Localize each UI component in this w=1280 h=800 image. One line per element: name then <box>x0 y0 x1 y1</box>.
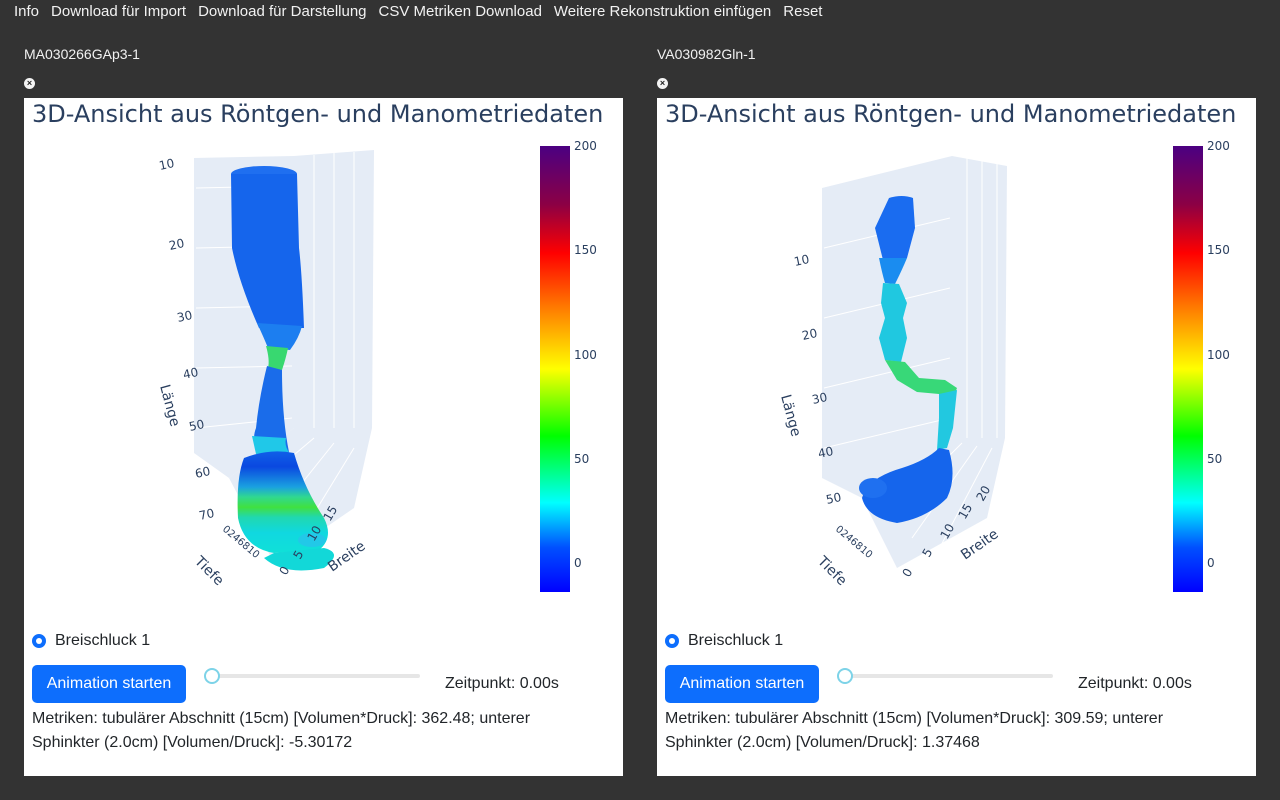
z-axis-title: Länge <box>777 393 804 438</box>
reconstruction-surface <box>231 166 334 571</box>
wall-back-right <box>952 156 1007 438</box>
menu-bar: Info Download für Import Download für Da… <box>0 0 828 22</box>
colorbar-tick: 100 <box>1207 348 1230 362</box>
y-axis-title: Tiefe <box>813 553 849 589</box>
colorbar-tick: 200 <box>1207 139 1230 153</box>
time-label: Zeitpunkt: 0.00s <box>1078 675 1192 692</box>
z-tick: 60 <box>194 464 212 481</box>
z-tick: 20 <box>168 236 186 253</box>
slider-handle[interactable] <box>204 668 220 684</box>
reconstruction-surface <box>859 196 957 523</box>
time-slider[interactable] <box>837 668 1053 684</box>
slider-handle[interactable] <box>837 668 853 684</box>
z-tick: 30 <box>176 308 194 325</box>
plot-title: 3D-Ansicht aus Röntgen- und Manometrieda… <box>32 100 604 128</box>
z-tick: 40 <box>182 365 200 382</box>
x-tick: 15 <box>955 501 975 521</box>
start-animation-button[interactable]: Animation starten <box>32 665 186 703</box>
colorbar-tick: 0 <box>574 556 582 570</box>
plot-card: 10 20 30 40 50 0 5 10 15 20 0246810 Läng… <box>657 98 1256 776</box>
menu-info[interactable]: Info <box>14 3 40 20</box>
colorbar-ticks: 200 150 100 50 0 <box>1207 139 1230 570</box>
radio-button[interactable] <box>32 634 46 648</box>
colorbar-ticks: 200 150 100 50 0 <box>574 139 597 570</box>
plot-card: 10 20 30 40 50 60 70 0 5 10 15 0246810 L… <box>24 98 623 776</box>
radio-label: Breischluck 1 <box>55 632 151 649</box>
z-tick: 10 <box>793 252 811 269</box>
z-tick: 40 <box>817 444 835 461</box>
z-axis-title: Länge <box>156 383 183 428</box>
slider-track <box>204 674 420 678</box>
colorbar-tick: 100 <box>574 348 597 362</box>
menu-reset[interactable]: Reset <box>783 3 823 20</box>
x-axis-title: Breite <box>325 538 368 575</box>
colorbar <box>540 146 570 592</box>
time-slider[interactable] <box>204 668 420 684</box>
3d-plot[interactable]: 10 20 30 40 50 60 70 0 5 10 15 0246810 L… <box>24 98 623 618</box>
radio-option[interactable]: Breischluck 1 <box>665 632 783 650</box>
close-icon[interactable]: × <box>657 78 668 89</box>
menu-download-display[interactable]: Download für Darstellung <box>198 3 367 20</box>
3d-plot[interactable]: 10 20 30 40 50 0 5 10 15 20 0246810 Läng… <box>657 98 1256 618</box>
z-tick: 10 <box>158 156 176 173</box>
y-axis-title: Tiefe <box>190 553 226 589</box>
colorbar-tick: 0 <box>1207 556 1215 570</box>
menu-download-import[interactable]: Download für Import <box>51 3 187 20</box>
depth-ticks: 0246810 <box>833 524 874 561</box>
panel-name: VA030982Gln-1 <box>657 46 756 62</box>
metrics-text: Metriken: tubulärer Abschnitt (15cm) [Vo… <box>32 710 531 751</box>
panel-name: MA030266GAp3-1 <box>24 46 140 62</box>
radio-button[interactable] <box>665 634 679 648</box>
z-tick: 30 <box>811 390 829 407</box>
x-tick: 15 <box>320 503 340 523</box>
metrics-text: Metriken: tubulärer Abschnitt (15cm) [Vo… <box>665 710 1164 751</box>
x-tick: 10 <box>304 523 324 543</box>
colorbar-tick: 200 <box>574 139 597 153</box>
x-axis-title: Breite <box>958 526 1001 563</box>
colorbar-tick: 150 <box>574 243 597 257</box>
menu-csv-metrics-download[interactable]: CSV Metriken Download <box>378 3 542 20</box>
colorbar-tick: 50 <box>574 452 589 466</box>
radio-label: Breischluck 1 <box>688 632 784 649</box>
plot-title: 3D-Ansicht aus Röntgen- und Manometrieda… <box>665 100 1237 128</box>
colorbar <box>1173 146 1203 592</box>
close-icon[interactable]: × <box>24 78 35 89</box>
colorbar-tick: 150 <box>1207 243 1230 257</box>
x-tick: 10 <box>937 521 957 541</box>
menu-add-reconstruction[interactable]: Weitere Rekonstruktion einfügen <box>553 3 772 20</box>
time-label: Zeitpunkt: 0.00s <box>445 675 559 692</box>
z-tick: 20 <box>801 326 819 343</box>
z-tick: 50 <box>825 490 843 507</box>
x-tick: 20 <box>973 483 993 503</box>
colorbar-tick: 50 <box>1207 452 1222 466</box>
start-animation-button[interactable]: Animation starten <box>665 665 819 703</box>
radio-option[interactable]: Breischluck 1 <box>32 632 150 650</box>
z-tick: 50 <box>188 417 206 434</box>
x-tick: 0 <box>899 566 915 580</box>
z-tick: 70 <box>198 506 216 523</box>
slider-track <box>837 674 1053 678</box>
